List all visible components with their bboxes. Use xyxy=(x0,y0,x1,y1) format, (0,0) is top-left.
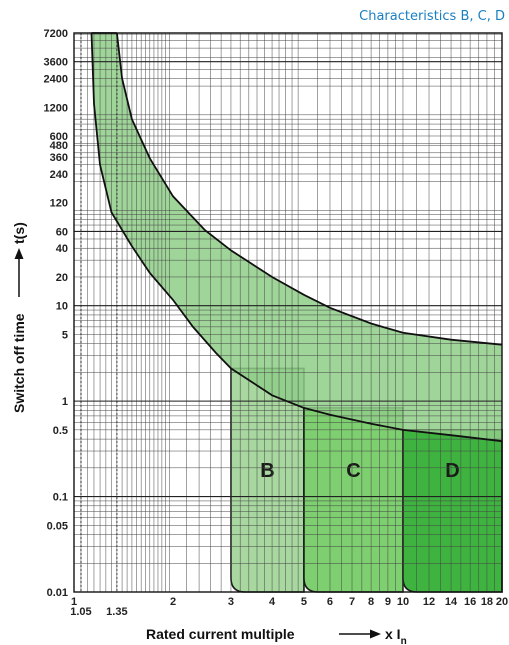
region-label-b: B xyxy=(260,460,274,482)
x-tick-label: 10 xyxy=(397,596,409,608)
y-tick-label: 3600 xyxy=(44,57,68,69)
axis-ticks: 7200360024001200600480360240120604020105… xyxy=(44,28,509,618)
y-tick-label: 480 xyxy=(50,140,68,152)
y-tick-label: 1 xyxy=(62,396,68,408)
y-tick-label: 360 xyxy=(50,152,68,164)
y-tick-label: 1200 xyxy=(44,102,68,114)
x-tick-label: 1.05 xyxy=(70,606,91,618)
x-axis-arrow-head xyxy=(370,629,381,639)
upper-curve xyxy=(116,32,503,346)
y-tick-label: 10 xyxy=(56,301,68,313)
x-tick-label: 12 xyxy=(423,596,435,608)
y-axis-arrow-head xyxy=(14,248,24,259)
x-axis-unit-symbol: x I xyxy=(385,626,401,642)
y-tick-label: 40 xyxy=(56,243,68,255)
x-tick-label: 3 xyxy=(228,596,234,608)
y-tick-label: 0.1 xyxy=(53,492,68,504)
y-axis-label: Switch off time xyxy=(11,313,27,413)
x-tick-label: 6 xyxy=(327,596,333,608)
plot-frame xyxy=(73,32,503,593)
x-axis-label: Rated current multiple xyxy=(146,626,295,642)
y-tick-label: 600 xyxy=(50,131,68,143)
x-tick-label: 14 xyxy=(445,596,458,608)
lower-curve xyxy=(90,32,503,443)
y-tick-label: 120 xyxy=(50,198,68,210)
x-axis-unit: x In xyxy=(385,626,407,645)
y-tick-label: 20 xyxy=(56,272,68,284)
x-tick-label: 7 xyxy=(349,596,355,608)
region-label-d: D xyxy=(445,460,459,482)
y-tick-label: 0.01 xyxy=(47,587,68,599)
x-tick-label: 8 xyxy=(368,596,374,608)
region-label-c: C xyxy=(346,460,360,482)
y-axis-unit: t(s) xyxy=(11,222,27,244)
x-tick-label: 4 xyxy=(269,596,276,608)
x-tick-label: 18 xyxy=(481,596,493,608)
y-tick-label: 0.05 xyxy=(47,520,68,532)
y-tick-label: 0.5 xyxy=(53,425,68,437)
x-tick-label: 1 xyxy=(71,596,77,608)
y-tick-label: 240 xyxy=(50,169,68,181)
x-tick-label: 9 xyxy=(385,596,391,608)
y-tick-label: 60 xyxy=(56,226,68,238)
x-tick-label: 20 xyxy=(496,596,508,608)
y-tick-label: 7200 xyxy=(44,28,68,40)
y-axis-title: Switch off time t(s) xyxy=(11,222,27,413)
y-tick-label: 2400 xyxy=(44,74,68,86)
x-tick-label: 16 xyxy=(464,596,476,608)
x-tick-label: 5 xyxy=(301,596,307,608)
x-tick-label: 1.35 xyxy=(106,606,127,618)
thermal-band xyxy=(91,33,502,442)
y-tick-label: 5 xyxy=(62,329,68,341)
chart-title: Characteristics B, C, D xyxy=(359,9,505,24)
plot-area: B C D xyxy=(73,32,503,593)
x-tick-label: 2 xyxy=(170,596,176,608)
x-axis-unit-subscript: n xyxy=(401,636,407,645)
